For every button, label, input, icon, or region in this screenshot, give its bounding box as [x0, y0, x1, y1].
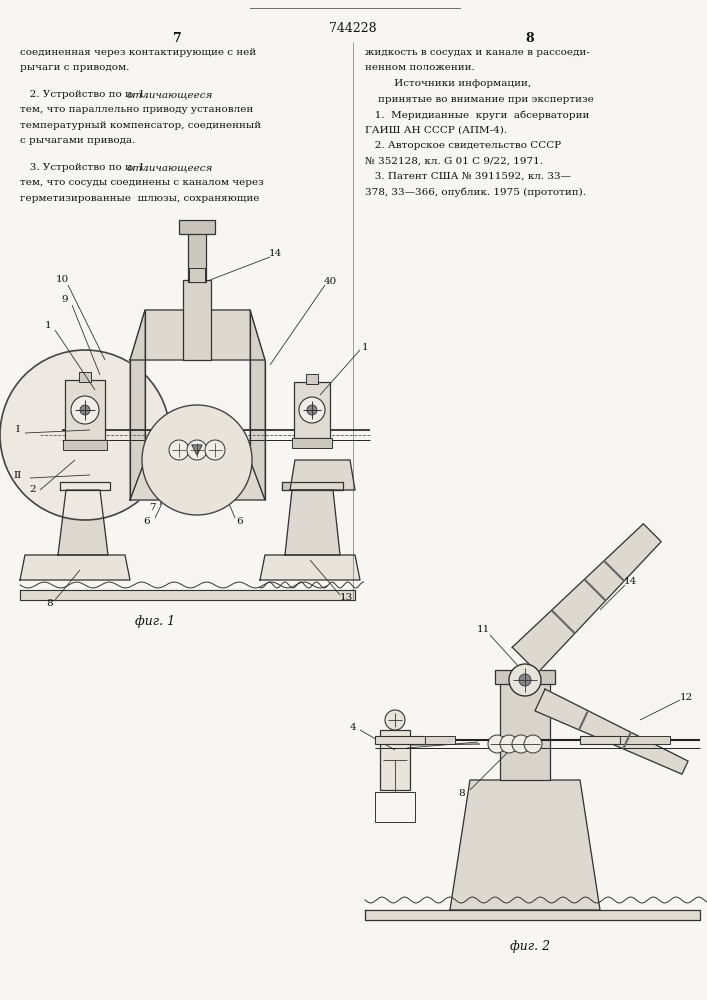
Circle shape: [169, 440, 189, 460]
Bar: [425, 736, 455, 744]
Text: 8: 8: [47, 598, 53, 607]
Polygon shape: [535, 689, 688, 774]
Text: 7: 7: [173, 32, 182, 45]
Bar: [580, 736, 620, 744]
Text: отличающееся: отличающееся: [127, 163, 213, 172]
Circle shape: [0, 350, 170, 520]
Text: 14: 14: [269, 249, 281, 258]
Text: тем, что параллельно приводу установлен: тем, что параллельно приводу установлен: [20, 105, 253, 114]
Text: с рычагами привода.: с рычагами привода.: [20, 136, 135, 145]
Bar: [79, 372, 91, 382]
Polygon shape: [250, 310, 265, 500]
Text: 1: 1: [45, 322, 52, 330]
Text: 8: 8: [526, 32, 534, 45]
Polygon shape: [20, 590, 355, 600]
Text: рычаги с приводом.: рычаги с приводом.: [20, 64, 129, 73]
Text: Источники информации,: Источники информации,: [365, 79, 531, 88]
Polygon shape: [192, 445, 202, 455]
Polygon shape: [365, 910, 700, 920]
Circle shape: [509, 664, 541, 696]
Text: температурный компенсатор, соединенный: температурный компенсатор, соединенный: [20, 121, 261, 130]
Text: 2. Устройство по п. 1,: 2. Устройство по п. 1,: [20, 90, 151, 99]
Text: 2. Авторское свидетельство СССР: 2. Авторское свидетельство СССР: [365, 141, 561, 150]
Text: фиг. 2: фиг. 2: [510, 940, 550, 953]
Polygon shape: [130, 310, 145, 500]
Text: 4: 4: [350, 722, 356, 732]
Text: отличающееся: отличающееся: [127, 90, 213, 99]
Text: фиг. 1: фиг. 1: [135, 615, 175, 628]
Polygon shape: [60, 482, 110, 490]
Text: 10: 10: [55, 275, 69, 284]
Text: ненном положении.: ненном положении.: [365, 64, 474, 73]
Polygon shape: [450, 780, 600, 910]
Text: 7: 7: [148, 504, 156, 512]
Bar: [375, 736, 425, 744]
Circle shape: [385, 710, 405, 730]
Text: I: I: [16, 426, 20, 434]
Polygon shape: [58, 490, 108, 555]
Bar: [65, 380, 105, 440]
Text: 9: 9: [62, 296, 69, 304]
Text: 6: 6: [237, 518, 243, 526]
Text: 744228: 744228: [329, 22, 377, 35]
Text: 378, 33—366, опублик. 1975 (прототип).: 378, 33—366, опублик. 1975 (прототип).: [365, 188, 586, 197]
Text: 3. Устройство по п. 1,: 3. Устройство по п. 1,: [20, 163, 151, 172]
Polygon shape: [282, 482, 343, 490]
Bar: [380, 730, 410, 790]
Bar: [179, 220, 215, 234]
Circle shape: [524, 735, 542, 753]
Polygon shape: [290, 460, 355, 490]
Text: 12: 12: [679, 692, 693, 702]
Text: герметизированные  шлюзы, сохраняющие: герметизированные шлюзы, сохраняющие: [20, 194, 259, 203]
Bar: [189, 268, 205, 282]
Text: 40: 40: [323, 276, 337, 286]
Bar: [294, 382, 330, 438]
Circle shape: [71, 396, 99, 424]
Circle shape: [187, 440, 207, 460]
Bar: [183, 280, 211, 360]
Text: 8: 8: [459, 788, 465, 798]
Bar: [500, 680, 550, 780]
Circle shape: [512, 735, 530, 753]
Circle shape: [488, 735, 506, 753]
Text: тем, что сосуды соединены с каналом через: тем, что сосуды соединены с каналом чере…: [20, 178, 264, 187]
Text: 2: 2: [30, 486, 36, 494]
Polygon shape: [260, 555, 360, 580]
Circle shape: [142, 405, 252, 515]
Text: 14: 14: [624, 576, 636, 585]
Bar: [306, 374, 318, 384]
Polygon shape: [130, 460, 265, 500]
Text: 1.  Меридианные  круги  абсерватории: 1. Меридианные круги абсерватории: [365, 110, 590, 119]
Circle shape: [205, 440, 225, 460]
Text: 3. Патент США № 3911592, кл. 33—: 3. Патент США № 3911592, кл. 33—: [365, 172, 571, 181]
Bar: [188, 230, 206, 282]
Bar: [63, 440, 107, 450]
Text: жидкость в сосудах и канале в рассоеди-: жидкость в сосудах и канале в рассоеди-: [365, 48, 590, 57]
Text: № 352128, кл. G 01 C 9/22, 1971.: № 352128, кл. G 01 C 9/22, 1971.: [365, 156, 543, 165]
Bar: [375, 792, 415, 822]
Text: 13: 13: [339, 593, 353, 602]
Polygon shape: [513, 524, 661, 673]
Polygon shape: [130, 310, 265, 360]
Bar: [495, 670, 555, 684]
Text: 11: 11: [477, 626, 490, 635]
Bar: [620, 736, 670, 744]
Circle shape: [80, 405, 90, 415]
Text: ГАИШ АН СССР (АПМ-4).: ГАИШ АН СССР (АПМ-4).: [365, 125, 507, 134]
Polygon shape: [285, 490, 340, 555]
Text: 1: 1: [362, 342, 368, 352]
Bar: [292, 438, 332, 448]
Text: принятые во внимание при экспертизе: принятые во внимание при экспертизе: [365, 95, 594, 104]
Circle shape: [500, 735, 518, 753]
Circle shape: [519, 674, 531, 686]
Text: 6: 6: [144, 518, 151, 526]
Text: соединенная через контактирующие с ней: соединенная через контактирующие с ней: [20, 48, 256, 57]
Text: II: II: [14, 471, 22, 480]
Circle shape: [299, 397, 325, 423]
Circle shape: [307, 405, 317, 415]
Polygon shape: [20, 555, 130, 580]
